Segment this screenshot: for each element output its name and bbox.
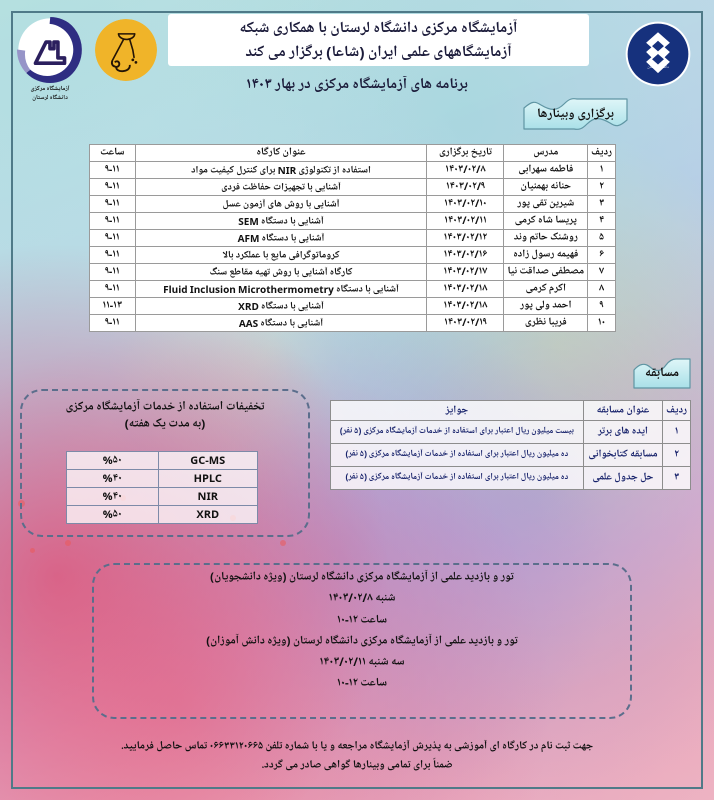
- svg-text:دانشگاه لرستان: دانشگاه لرستان: [647, 65, 669, 71]
